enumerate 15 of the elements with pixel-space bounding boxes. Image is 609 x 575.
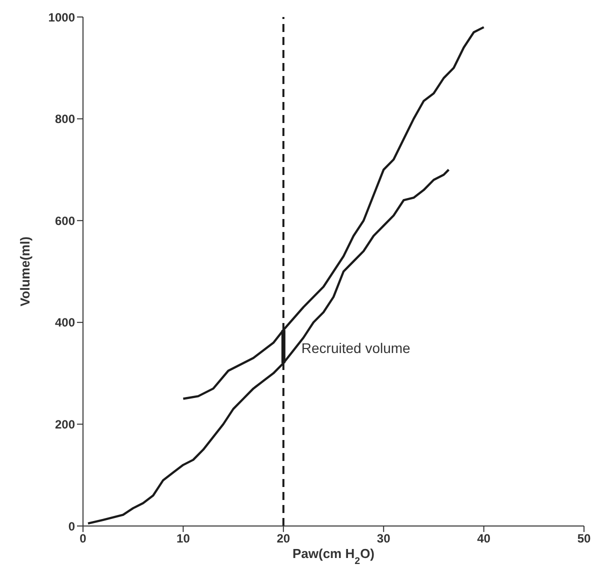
x-tick-label: 40 xyxy=(477,532,491,546)
y-tick-label: 600 xyxy=(54,214,76,228)
x-axis-title: Paw(cm H$_{2}$O) xyxy=(292,546,375,566)
x-tick-label: 30 xyxy=(376,532,391,546)
annotation: Recruited volume xyxy=(301,340,411,356)
y-tick-label: 1000 xyxy=(48,10,76,24)
y-tick-label: 400 xyxy=(54,316,76,330)
y-tick-label: 0 xyxy=(68,519,76,534)
x-tick-label: 50 xyxy=(577,532,591,546)
y-axis-title: Volume(ml) xyxy=(18,236,33,306)
y-tick-label: 200 xyxy=(54,417,76,432)
x-tick-label: 0 xyxy=(80,532,87,546)
x-tick-label: 20 xyxy=(276,532,290,546)
y-tick-label: 800 xyxy=(54,112,76,126)
x-tick-label: 10 xyxy=(176,532,190,546)
